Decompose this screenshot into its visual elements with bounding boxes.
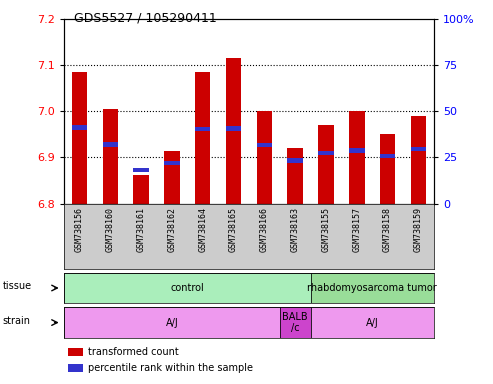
Bar [411, 116, 426, 204]
Bar [64, 273, 311, 303]
Bar [318, 125, 334, 204]
Bar [349, 148, 364, 153]
Text: A/J: A/J [166, 318, 178, 328]
Text: GSM738158: GSM738158 [383, 207, 392, 252]
Text: GSM738159: GSM738159 [414, 207, 423, 252]
Text: GSM738155: GSM738155 [321, 207, 330, 252]
Bar [311, 273, 434, 303]
Bar [318, 151, 334, 155]
Bar [257, 143, 272, 147]
Bar [226, 58, 241, 204]
Bar [164, 151, 179, 204]
Bar [226, 126, 241, 131]
Bar [103, 142, 118, 147]
Text: GSM738157: GSM738157 [352, 207, 361, 252]
Text: GSM738162: GSM738162 [168, 207, 176, 252]
Text: A/J: A/J [366, 318, 379, 328]
Bar [257, 111, 272, 204]
Text: transformed count: transformed count [88, 347, 179, 357]
Text: GSM738161: GSM738161 [137, 207, 145, 252]
Text: GSM738163: GSM738163 [291, 207, 300, 252]
Bar [287, 158, 303, 163]
Text: rhabdomyosarcoma tumor: rhabdomyosarcoma tumor [308, 283, 437, 293]
Text: GSM738164: GSM738164 [198, 207, 207, 252]
Bar [380, 154, 395, 158]
Text: BALB
/c: BALB /c [282, 312, 308, 333]
Text: GSM738160: GSM738160 [106, 207, 115, 252]
Text: percentile rank within the sample: percentile rank within the sample [88, 363, 253, 373]
Text: GSM738166: GSM738166 [260, 207, 269, 252]
Bar [164, 161, 179, 165]
Bar [68, 364, 83, 372]
Bar [195, 72, 211, 204]
Bar [380, 134, 395, 204]
Text: GSM738165: GSM738165 [229, 207, 238, 252]
Text: GDS5527 / 105290411: GDS5527 / 105290411 [74, 12, 217, 25]
Bar [195, 127, 211, 131]
Bar [72, 125, 87, 130]
Bar [72, 72, 87, 204]
Bar [134, 175, 149, 204]
Bar [68, 348, 83, 356]
Text: GSM738156: GSM738156 [75, 207, 84, 252]
Bar [287, 148, 303, 204]
Bar [411, 147, 426, 151]
Bar [349, 111, 364, 204]
Bar [64, 307, 280, 338]
Text: control: control [171, 283, 204, 293]
Bar [103, 109, 118, 204]
Bar [280, 307, 311, 338]
Text: strain: strain [2, 316, 31, 326]
Text: tissue: tissue [2, 281, 32, 291]
Bar [311, 307, 434, 338]
Bar [134, 167, 149, 172]
